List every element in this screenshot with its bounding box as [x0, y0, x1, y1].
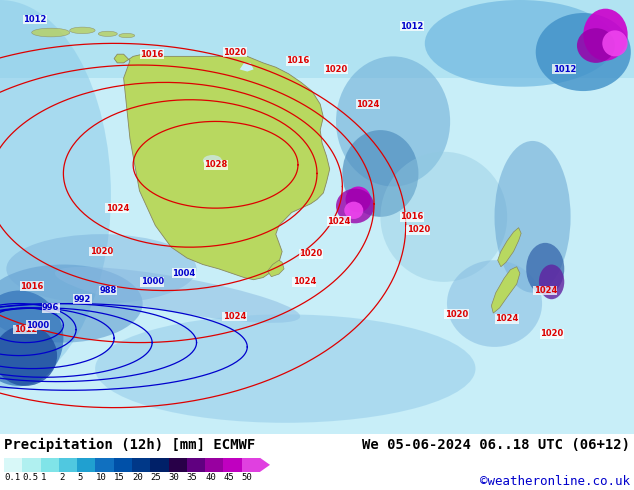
Ellipse shape — [55, 267, 300, 323]
Bar — [22, 458, 41, 472]
Ellipse shape — [539, 265, 564, 299]
Ellipse shape — [32, 28, 70, 37]
Bar — [4, 458, 22, 472]
Text: 35: 35 — [187, 473, 198, 482]
Text: 1024: 1024 — [356, 99, 379, 109]
Bar — [96, 458, 113, 472]
Text: We 05-06-2024 06..18 UTC (06+12): We 05-06-2024 06..18 UTC (06+12) — [362, 438, 630, 452]
Text: 1: 1 — [41, 473, 46, 482]
Text: 25: 25 — [150, 473, 161, 482]
Text: 1012: 1012 — [14, 325, 37, 334]
Text: 20: 20 — [132, 473, 143, 482]
Text: 1024: 1024 — [534, 286, 557, 295]
Text: 1016: 1016 — [141, 49, 164, 59]
Ellipse shape — [602, 30, 628, 56]
Text: 30: 30 — [169, 473, 179, 482]
Text: 15: 15 — [113, 473, 124, 482]
Ellipse shape — [536, 13, 631, 91]
Ellipse shape — [70, 27, 95, 34]
Bar — [41, 458, 59, 472]
Ellipse shape — [344, 202, 363, 219]
Ellipse shape — [0, 325, 57, 386]
Ellipse shape — [0, 291, 63, 386]
Text: 1020: 1020 — [540, 329, 563, 339]
Text: 1016: 1016 — [20, 282, 43, 291]
Text: Precipitation (12h) [mm] ECMWF: Precipitation (12h) [mm] ECMWF — [4, 438, 256, 452]
Text: 1012: 1012 — [401, 22, 424, 30]
Text: 1012: 1012 — [23, 15, 46, 24]
Text: 1020: 1020 — [407, 225, 430, 234]
Bar — [223, 458, 242, 472]
Ellipse shape — [336, 189, 374, 223]
Ellipse shape — [495, 141, 571, 293]
Text: 1024: 1024 — [106, 204, 129, 213]
Ellipse shape — [6, 234, 197, 304]
Ellipse shape — [203, 155, 222, 166]
Ellipse shape — [447, 260, 542, 347]
Text: 988: 988 — [99, 286, 117, 295]
Text: 50: 50 — [242, 473, 252, 482]
Text: 2: 2 — [59, 473, 64, 482]
Ellipse shape — [0, 0, 111, 390]
Text: 1024: 1024 — [223, 312, 246, 321]
Text: 10: 10 — [96, 473, 106, 482]
Polygon shape — [491, 267, 520, 313]
Polygon shape — [498, 228, 521, 267]
Text: 1012: 1012 — [553, 65, 576, 74]
Bar — [0, 0, 634, 78]
Text: 0.5: 0.5 — [22, 473, 39, 482]
Bar — [132, 458, 150, 472]
Text: 1024: 1024 — [293, 277, 316, 286]
Text: 1020: 1020 — [445, 310, 468, 319]
Text: 1028: 1028 — [204, 160, 227, 169]
Ellipse shape — [526, 243, 564, 295]
Text: 45: 45 — [223, 473, 234, 482]
Text: 1024: 1024 — [496, 314, 519, 323]
Bar — [150, 458, 169, 472]
Text: 996: 996 — [42, 303, 60, 313]
Polygon shape — [268, 260, 284, 277]
Bar — [187, 458, 205, 472]
Text: 1016: 1016 — [287, 56, 309, 65]
Bar — [59, 458, 77, 472]
Bar — [205, 458, 223, 472]
Text: 1020: 1020 — [223, 48, 246, 56]
Ellipse shape — [342, 130, 418, 217]
Text: 1020: 1020 — [325, 65, 347, 74]
Polygon shape — [240, 63, 254, 72]
Ellipse shape — [346, 187, 371, 213]
Bar — [113, 458, 132, 472]
Ellipse shape — [577, 28, 615, 63]
Text: 0.1: 0.1 — [4, 473, 20, 482]
Text: 1024: 1024 — [328, 217, 351, 226]
Bar — [242, 458, 260, 472]
Text: 1000: 1000 — [27, 321, 49, 330]
Ellipse shape — [0, 265, 143, 343]
Text: 1000: 1000 — [141, 277, 164, 286]
Ellipse shape — [336, 56, 450, 187]
Ellipse shape — [380, 152, 507, 282]
Text: 5: 5 — [77, 473, 82, 482]
Text: 1004: 1004 — [172, 269, 195, 278]
Polygon shape — [114, 54, 330, 280]
Ellipse shape — [98, 31, 117, 36]
Text: 40: 40 — [205, 473, 216, 482]
Ellipse shape — [583, 9, 628, 61]
Ellipse shape — [119, 33, 135, 38]
Bar — [169, 458, 187, 472]
Text: 992: 992 — [74, 294, 91, 304]
Polygon shape — [260, 458, 270, 472]
Text: 1016: 1016 — [401, 212, 424, 221]
Ellipse shape — [95, 315, 476, 423]
Ellipse shape — [425, 0, 615, 87]
Text: 1020: 1020 — [299, 249, 322, 258]
Text: ©weatheronline.co.uk: ©weatheronline.co.uk — [480, 475, 630, 488]
Text: 1020: 1020 — [90, 247, 113, 256]
Bar — [77, 458, 96, 472]
